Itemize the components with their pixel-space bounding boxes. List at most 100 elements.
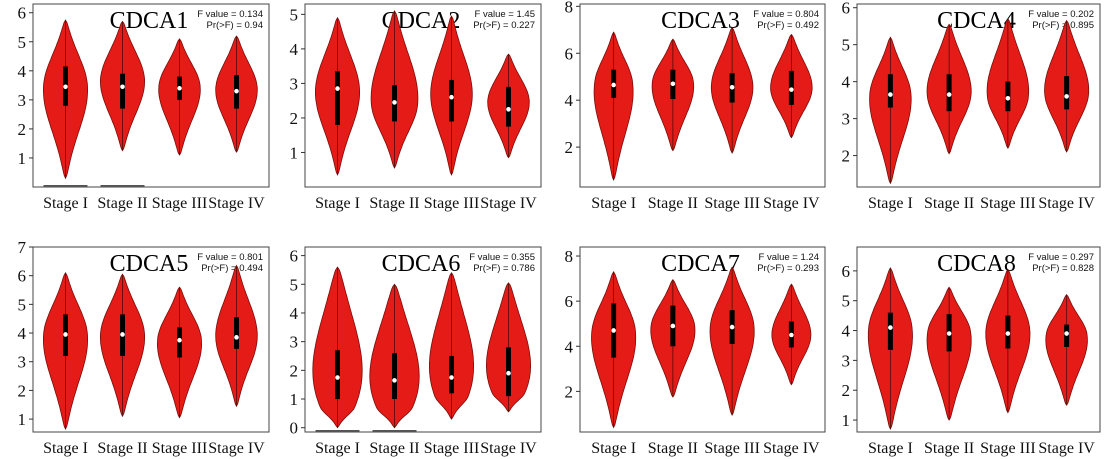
chart-title: CDCA6 [382, 251, 461, 277]
median-point [789, 87, 794, 92]
median-point [729, 84, 735, 90]
x-tick-label: Stage I [43, 440, 88, 457]
median-point [177, 85, 182, 91]
median-point [335, 86, 340, 91]
median-point [63, 84, 68, 90]
median-point [611, 82, 616, 88]
x-tick-label: Stage I [315, 195, 360, 212]
stat-text: Pr(>F) = 0.94 [207, 20, 264, 31]
y-tick-label: 0 [290, 419, 299, 438]
median-point [1064, 331, 1069, 336]
y-tick-label: 5 [842, 292, 851, 311]
y-tick-label: 8 [565, 0, 574, 16]
x-tick-label: Stage I [315, 440, 360, 457]
y-tick-label: 2 [290, 109, 299, 128]
x-tick-label: Stage II [369, 440, 419, 457]
y-tick-label: 5 [842, 36, 851, 55]
y-tick-label: 8 [565, 247, 574, 266]
median-point [729, 324, 735, 330]
x-tick-label: Stage II [369, 195, 419, 212]
stat-text: Pr(>F) = 0.492 [757, 20, 819, 31]
x-tick-label: Stage IV [763, 440, 820, 457]
x-tick-label: Stage I [43, 195, 88, 212]
median-point [234, 88, 239, 94]
y-tick-label: 2 [842, 381, 851, 400]
y-tick-label: 5 [18, 295, 27, 314]
iqr-box [449, 79, 454, 122]
stat-text: F value = 0.804 [753, 9, 819, 20]
iqr-box [1064, 76, 1070, 110]
y-tick-label: 6 [842, 0, 851, 18]
median-point [120, 332, 125, 337]
chart-title: CDCA7 [661, 251, 740, 277]
x-tick-label: Stage IV [1038, 440, 1095, 457]
median-point [449, 375, 454, 380]
median-point [670, 323, 676, 329]
y-tick-label: 3 [842, 351, 851, 370]
x-tick-label: Stage III [424, 440, 480, 457]
x-tick-label: Stage II [97, 195, 147, 212]
x-tick-label: Stage I [591, 195, 636, 212]
stat-text: Pr(>F) = 0.494 [201, 263, 263, 274]
y-tick-label: 6 [18, 4, 27, 23]
x-tick-label: Stage III [424, 195, 480, 212]
stat-text: F value = 0.801 [197, 252, 263, 263]
y-tick-label: 1 [290, 143, 299, 162]
x-tick-label: Stage IV [480, 195, 537, 212]
median-point [888, 325, 893, 330]
median-point [506, 107, 511, 112]
y-tick-label: 4 [565, 91, 574, 110]
median-point [63, 332, 68, 337]
stat-text: F value = 0.202 [1028, 9, 1094, 20]
x-tick-label: Stage IV [1038, 195, 1095, 212]
x-tick-label: Stage II [648, 440, 698, 457]
y-tick-label: 2 [18, 381, 27, 400]
y-tick-label: 1 [290, 390, 299, 409]
y-tick-label: 2 [290, 361, 299, 380]
y-tick-label: 1 [18, 149, 27, 168]
median-point [1005, 331, 1011, 336]
y-tick-label: 7 [18, 238, 27, 257]
x-tick-label: Stage I [868, 195, 913, 212]
y-tick-label: 4 [290, 304, 299, 323]
iqr-box [449, 355, 454, 394]
iqr-box [887, 312, 893, 350]
median-point [506, 370, 511, 376]
median-point [392, 378, 397, 383]
iqr-box [887, 74, 893, 108]
iqr-box [335, 350, 340, 400]
x-tick-label: Stage I [591, 440, 636, 457]
y-tick-label: 3 [18, 91, 27, 110]
x-tick-label: Stage IV [208, 440, 265, 457]
median-point [946, 331, 952, 336]
y-tick-label: 3 [18, 353, 27, 372]
stat-text: F value = 1.24 [759, 252, 819, 263]
y-tick-label: 5 [290, 275, 299, 294]
median-point [946, 92, 952, 97]
x-tick-label: Stage IV [480, 440, 537, 457]
y-tick-label: 6 [565, 44, 574, 63]
y-tick-label: 4 [18, 62, 27, 81]
y-tick-label: 6 [565, 292, 574, 311]
stat-text: F value = 0.297 [1028, 252, 1094, 263]
stat-text: Pr(>F) = 0.828 [1032, 263, 1094, 274]
stat-text: F value = 0.355 [469, 252, 535, 263]
y-tick-label: 1 [18, 410, 27, 429]
y-tick-label: 6 [18, 267, 27, 286]
x-tick-label: Stage III [980, 440, 1036, 457]
x-tick-label: Stage III [152, 195, 208, 212]
stat-text: Pr(>F) = 0.786 [473, 263, 535, 274]
y-tick-label: 3 [842, 110, 851, 129]
iqr-box [234, 317, 239, 349]
y-tick-label: 6 [290, 247, 299, 266]
median-point [611, 328, 616, 333]
x-tick-label: Stage III [704, 440, 760, 457]
y-tick-label: 2 [565, 138, 574, 157]
x-tick-label: Stage III [704, 195, 760, 212]
median-point [1064, 94, 1069, 99]
x-tick-label: Stage III [980, 195, 1036, 212]
